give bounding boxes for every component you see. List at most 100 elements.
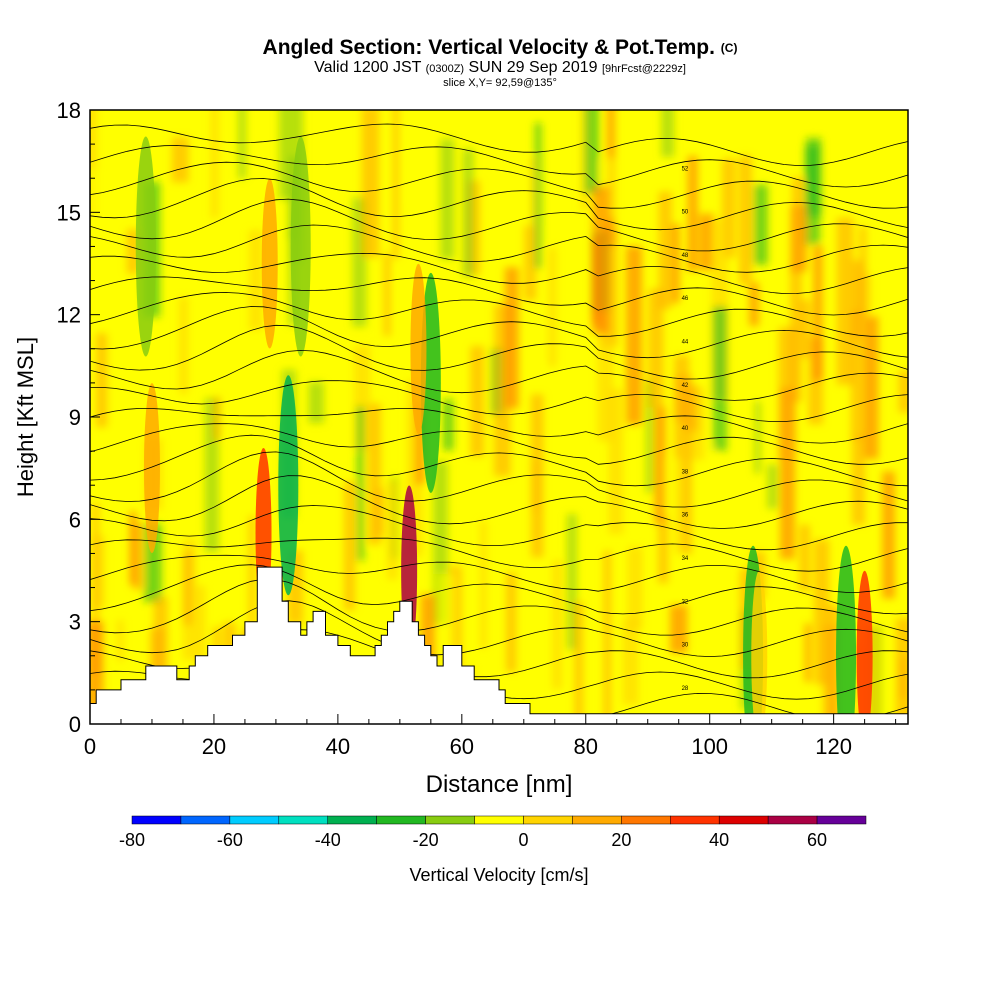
isentrope-line	[90, 578, 908, 636]
isentrope-label: 40	[682, 426, 689, 432]
velocity-streak	[648, 289, 664, 408]
isentrope-line	[90, 145, 908, 188]
velocity-streak	[375, 488, 384, 537]
velocity-streak	[566, 514, 577, 650]
downdraft-band	[290, 136, 311, 357]
valid-date: SUN 29 Sep 2019	[468, 59, 598, 76]
downdraft-band	[278, 375, 299, 596]
velocity-streak	[356, 406, 365, 562]
valid-utc: (0300Z)	[425, 63, 465, 75]
isentrope-line	[90, 198, 908, 252]
updraft-core	[143, 383, 160, 554]
velocity-streak	[278, 110, 292, 200]
isentrope-label: 36	[682, 513, 689, 519]
colorbar-swatch	[670, 815, 720, 825]
velocity-streak	[470, 346, 485, 457]
x-axis: 0 20 40 60 80 100 120	[84, 714, 897, 759]
velocity-streak	[126, 229, 139, 274]
isentrope-line	[90, 349, 908, 401]
velocity-streak	[851, 260, 864, 339]
velocity-streak	[645, 380, 654, 493]
x-tick-label: 0	[84, 734, 96, 759]
velocity-streak	[753, 184, 768, 265]
colorbar-swatch	[523, 815, 573, 825]
velocity-streak	[479, 520, 487, 649]
isentrope-label: 32	[682, 599, 689, 605]
velocity-streak	[90, 110, 98, 216]
velocity-streak	[132, 522, 144, 590]
isentrope-line	[90, 505, 908, 551]
isentrope-line	[90, 161, 908, 209]
velocity-streak	[443, 399, 454, 451]
title-suffix: (C)	[720, 41, 738, 55]
valid-time: Valid 1200 JST	[314, 59, 422, 76]
isentrope-label: 28	[682, 686, 689, 692]
velocity-streak	[213, 396, 221, 441]
velocity-streak	[699, 213, 714, 271]
x-tick-label: 80	[574, 734, 598, 759]
y-axis: 0 3 6 9 12 15 18	[57, 98, 100, 737]
velocity-streak	[584, 110, 600, 194]
isentrope-line	[90, 224, 908, 273]
velocity-streak	[108, 318, 127, 453]
colorbar-swatch	[621, 815, 671, 825]
velocity-streak	[440, 139, 455, 260]
colorbar-swatch	[425, 815, 475, 825]
chart-subtitle: Valid 1200 JST (0300Z) SUN 29 Sep 2019 […	[0, 59, 1000, 78]
colorbar-tick-label: 0	[518, 830, 528, 850]
velocity-streak	[552, 560, 563, 690]
velocity-streak	[754, 401, 761, 474]
colorbar-swatch	[278, 815, 328, 825]
velocity-streak	[530, 394, 544, 558]
velocity-streak	[658, 191, 673, 309]
velocity-streak	[183, 550, 193, 626]
velocity-streak	[625, 246, 643, 425]
colorbar-swatch	[474, 815, 524, 825]
colorbar-swatch	[180, 815, 231, 825]
isentrope-label: 44	[682, 340, 689, 346]
velocity-streak	[704, 443, 715, 560]
colorbar-tick-label: -40	[315, 830, 341, 850]
velocity-streak	[386, 481, 398, 580]
isentrope-line	[90, 564, 908, 615]
colorbar-swatch	[718, 815, 769, 825]
colorbar-tick-label: 40	[709, 830, 729, 850]
velocity-streak	[658, 516, 669, 584]
velocity-streak	[671, 223, 680, 303]
velocity-streak	[778, 327, 796, 461]
downdraft-band	[836, 545, 857, 724]
updraft-core	[751, 570, 768, 724]
velocity-streak	[792, 177, 804, 272]
isentrope-line	[90, 434, 908, 487]
colorbar-swatch	[376, 815, 426, 825]
velocity-streak	[548, 247, 557, 367]
isentrope-line	[90, 324, 908, 380]
x-axis-label: Distance [nm]	[426, 771, 573, 798]
velocity-streak	[895, 618, 908, 724]
velocity-streak	[683, 384, 699, 432]
x-tick-label: 40	[326, 734, 350, 759]
velocity-streak	[851, 310, 864, 440]
isentrope-line	[90, 554, 908, 593]
isentrope-label: 30	[682, 643, 689, 649]
isentrope-line	[90, 178, 908, 231]
x-tick-label: 100	[691, 734, 728, 759]
terrain	[90, 566, 908, 724]
velocity-streak	[92, 503, 99, 675]
colorbar-tick-label: -20	[413, 830, 439, 850]
forecast-info: [9hrFcst@2229z]	[601, 63, 686, 75]
velocity-streak	[654, 406, 666, 525]
velocity-streak	[898, 370, 908, 413]
velocity-streak	[749, 290, 760, 431]
velocity-streak	[669, 605, 688, 654]
velocity-cores	[135, 136, 873, 724]
velocity-streak	[504, 267, 519, 409]
colorbar-tick-label: -80	[119, 830, 145, 850]
y-tick-label: 9	[69, 405, 81, 430]
colorbar-swatch	[816, 815, 867, 825]
isentrope-line	[90, 537, 908, 572]
colorbar-swatch	[327, 815, 377, 825]
velocity-streak	[415, 401, 425, 485]
velocity-streak	[210, 110, 219, 218]
isentrope-line	[90, 475, 908, 529]
